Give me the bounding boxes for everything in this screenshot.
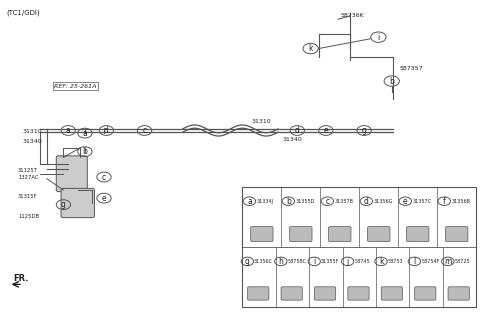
Text: k: k — [308, 44, 313, 53]
Text: a: a — [83, 129, 87, 138]
Text: 58736K: 58736K — [340, 13, 364, 18]
FancyBboxPatch shape — [348, 287, 369, 300]
Text: g: g — [245, 257, 250, 266]
FancyBboxPatch shape — [251, 227, 273, 242]
Text: 31357B: 31357B — [335, 199, 354, 204]
FancyBboxPatch shape — [407, 227, 429, 242]
Bar — [242, 187, 476, 307]
FancyBboxPatch shape — [448, 287, 469, 300]
Text: h: h — [278, 257, 283, 266]
Text: e: e — [403, 197, 408, 206]
Text: g: g — [361, 126, 367, 135]
Text: e: e — [102, 194, 106, 203]
Text: 31355D: 31355D — [296, 199, 315, 204]
FancyBboxPatch shape — [281, 287, 302, 300]
Text: 31340: 31340 — [283, 136, 302, 142]
Text: 31310: 31310 — [252, 119, 271, 124]
Text: 58753: 58753 — [388, 259, 403, 264]
Text: 31356B: 31356B — [452, 199, 471, 204]
FancyBboxPatch shape — [248, 287, 269, 300]
Text: 58725: 58725 — [455, 259, 470, 264]
FancyBboxPatch shape — [368, 227, 390, 242]
Text: 31125T: 31125T — [18, 168, 38, 173]
FancyBboxPatch shape — [314, 287, 336, 300]
FancyBboxPatch shape — [56, 156, 87, 192]
Text: FR.: FR. — [13, 274, 29, 283]
Text: 31315F: 31315F — [18, 194, 38, 199]
Text: c: c — [143, 126, 146, 135]
Text: b: b — [286, 197, 291, 206]
Text: 58754F: 58754F — [421, 259, 440, 264]
Text: i: i — [377, 33, 380, 42]
Text: j: j — [347, 257, 349, 266]
Text: m: m — [444, 257, 452, 266]
Text: 31310: 31310 — [23, 129, 43, 134]
Text: a: a — [66, 126, 71, 135]
Text: 58758C: 58758C — [288, 259, 307, 264]
Text: b: b — [389, 76, 394, 86]
Text: i: i — [313, 257, 315, 266]
Text: k: k — [379, 257, 383, 266]
FancyBboxPatch shape — [289, 227, 312, 242]
Text: b: b — [83, 147, 87, 156]
Text: d: d — [104, 126, 109, 135]
Text: 31355F: 31355F — [321, 259, 339, 264]
Text: 31356G: 31356G — [374, 199, 393, 204]
FancyBboxPatch shape — [329, 227, 351, 242]
Text: 587357: 587357 — [400, 66, 423, 71]
Text: l: l — [413, 257, 416, 266]
Text: g: g — [61, 200, 66, 209]
FancyBboxPatch shape — [445, 227, 468, 242]
FancyBboxPatch shape — [61, 188, 95, 218]
Text: d: d — [364, 197, 369, 206]
Text: REF: 25-261A: REF: 25-261A — [54, 84, 96, 89]
FancyBboxPatch shape — [415, 287, 436, 300]
Text: f: f — [443, 197, 445, 206]
Text: 31356C: 31356C — [254, 259, 273, 264]
Text: 1327AC: 1327AC — [18, 174, 38, 180]
Text: c: c — [102, 173, 106, 181]
Text: d: d — [295, 126, 300, 135]
Text: a: a — [247, 197, 252, 206]
Text: c: c — [325, 197, 329, 206]
Text: (TC1/GDI): (TC1/GDI) — [6, 10, 40, 16]
Text: 31340: 31340 — [23, 139, 43, 144]
Text: 1125DB: 1125DB — [18, 214, 39, 219]
FancyBboxPatch shape — [381, 287, 403, 300]
Text: 31357C: 31357C — [413, 199, 432, 204]
Text: 58745: 58745 — [354, 259, 370, 264]
Text: e: e — [324, 126, 328, 135]
Text: 31334J: 31334J — [257, 199, 274, 204]
